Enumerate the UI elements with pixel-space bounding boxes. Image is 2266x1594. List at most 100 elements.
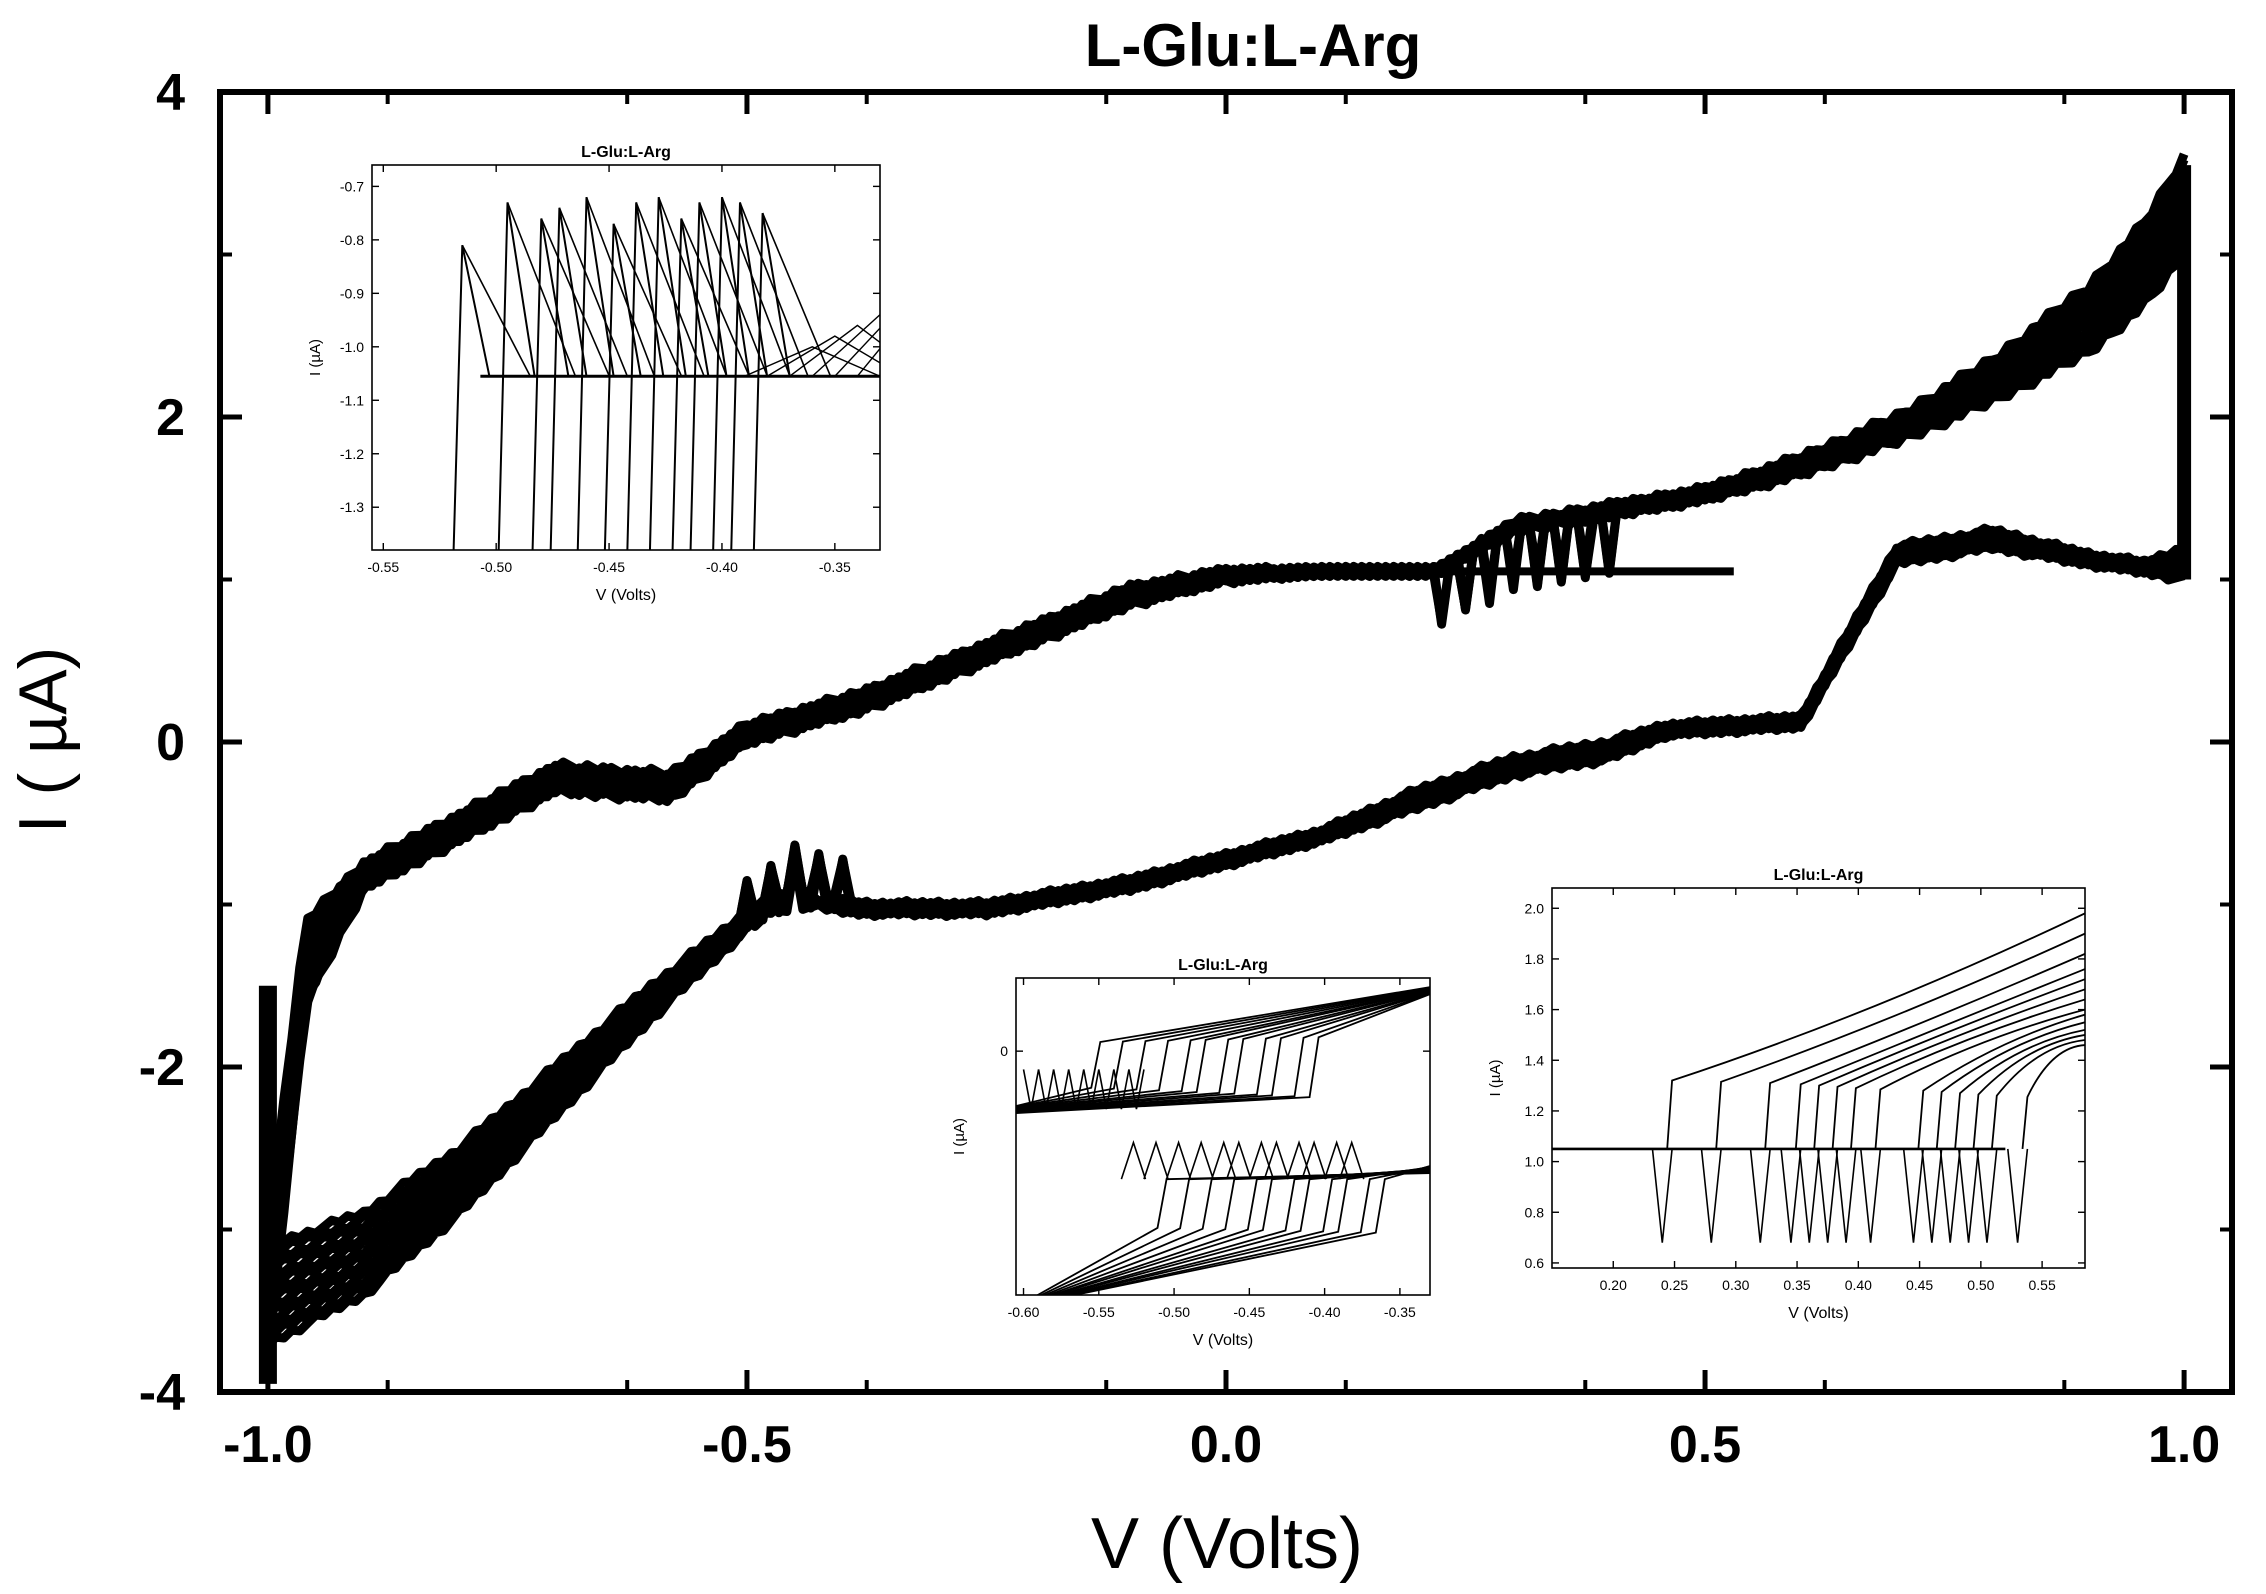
inset-dip bbox=[1749, 1148, 1771, 1243]
inset-bottom-center: L-Glu:L-Arg V (Volts) I (µA) -0.60 -0.55 -0.5… bbox=[951, 957, 1431, 1349]
inset-x-tick-label: 0.40 bbox=[1845, 1277, 1872, 1293]
inset-upper-branch bbox=[1016, 986, 1430, 1108]
inset-dip bbox=[1780, 1148, 1802, 1243]
y-tick-label: -2 bbox=[139, 1039, 185, 1097]
inset-upper-branch bbox=[1016, 988, 1430, 1109]
inset-title: L-Glu:L-Arg bbox=[1178, 957, 1268, 974]
inset-x-tick-label: 0.30 bbox=[1722, 1277, 1749, 1293]
inset-spike bbox=[1143, 1140, 1169, 1180]
inset-x-tick-label: -0.35 bbox=[1384, 1304, 1416, 1320]
chart-title: L-Glu:L-Arg bbox=[1085, 12, 1422, 79]
inset-rising-curve bbox=[1874, 1008, 2085, 1150]
inset-frame bbox=[371, 164, 881, 551]
inset-zigzag bbox=[1052, 1069, 1070, 1110]
inset-rising-curve bbox=[2021, 1044, 2085, 1150]
inset-zigzag bbox=[1098, 1069, 1115, 1110]
inset-spike-tail bbox=[585, 196, 655, 376]
y-tick-label: -4 bbox=[139, 1364, 185, 1422]
inset-spike-tail bbox=[739, 202, 809, 376]
inset-upper-branch bbox=[1016, 993, 1430, 1114]
inset-zigzag bbox=[1037, 1069, 1055, 1110]
inset-dip bbox=[1817, 1148, 1839, 1243]
inset-y-tick-label: 0.8 bbox=[1525, 1204, 1545, 1220]
inset-x-tick-label: -0.60 bbox=[1008, 1304, 1040, 1320]
inset-y-tick-label: -1.0 bbox=[340, 339, 364, 355]
inset-dip bbox=[2007, 1148, 2029, 1243]
iv-curve-reverse bbox=[264, 540, 2186, 1349]
inset-spike-tail bbox=[461, 244, 531, 377]
inset-title: L-Glu:L-Arg bbox=[1774, 867, 1864, 884]
inset-spike-tail bbox=[635, 202, 705, 376]
inset-rising-curve bbox=[1990, 1039, 2085, 1150]
inset-rising-curve bbox=[1850, 998, 2085, 1150]
x-tick-label: 0.5 bbox=[1669, 1416, 1741, 1474]
inset-data bbox=[1016, 986, 1430, 1295]
inset-zigzag bbox=[1082, 1069, 1100, 1110]
inset-x-tick-label: -0.40 bbox=[706, 559, 738, 575]
inset-spike bbox=[1210, 1140, 1237, 1180]
inset-spike bbox=[1301, 1140, 1327, 1180]
inset-dip bbox=[1651, 1148, 1673, 1243]
inset-y-tick-label: -1.2 bbox=[340, 446, 364, 462]
inset-y-tick-label: -0.7 bbox=[340, 178, 364, 194]
x-tick-label: 0.0 bbox=[1190, 1416, 1262, 1474]
inset-dip bbox=[1958, 1148, 1980, 1243]
inset-y-tick-label: -1.1 bbox=[340, 392, 364, 408]
inset-bump bbox=[811, 313, 880, 377]
inset-spike bbox=[1226, 1140, 1252, 1180]
inset-y-tick-label: 0.6 bbox=[1525, 1255, 1545, 1271]
y-tick-label: 2 bbox=[156, 389, 185, 447]
inset-dip bbox=[1700, 1148, 1722, 1243]
inset-y-tick-label: 1.2 bbox=[1525, 1103, 1545, 1119]
inset-x-label: V (Volts) bbox=[596, 587, 656, 604]
inset-data bbox=[1552, 912, 2085, 1243]
inset-dip bbox=[1798, 1148, 1820, 1243]
main-data-series bbox=[258, 152, 2192, 1384]
inset-rising-curve bbox=[1764, 953, 2085, 1149]
inset-lower-branch bbox=[1070, 1165, 1430, 1295]
inset-y-tick-label: -1.3 bbox=[340, 499, 364, 515]
inset-rising-curve bbox=[1794, 968, 2085, 1149]
inset-spike bbox=[1248, 1140, 1275, 1180]
inset-rising-curve bbox=[1715, 932, 2085, 1149]
inset-spike bbox=[1286, 1140, 1312, 1180]
inset-spike-tail bbox=[540, 218, 610, 377]
inset-dip bbox=[1939, 1148, 1961, 1243]
inset-dip bbox=[1859, 1148, 1882, 1243]
inset-x-tick-label: -0.40 bbox=[1309, 1304, 1341, 1320]
inset-data bbox=[452, 196, 880, 550]
inset-rising-curve bbox=[1813, 978, 2085, 1149]
inset-y-tick-label: 2.0 bbox=[1525, 900, 1545, 916]
inset-lower-branch bbox=[1058, 1167, 1430, 1295]
inset-y-label: I (µA) bbox=[1487, 1060, 1504, 1097]
inset-bump bbox=[744, 346, 880, 377]
inset-y-tick-label: -0.8 bbox=[340, 232, 364, 248]
inset-spike bbox=[1165, 1140, 1192, 1180]
inset-spike bbox=[1120, 1140, 1147, 1180]
inset-x-tick-label: -0.55 bbox=[367, 559, 399, 575]
inset-upper-branch bbox=[1016, 991, 1430, 1113]
inset-x-tick-label: -0.45 bbox=[1233, 1304, 1265, 1320]
inset-upper-branch bbox=[1016, 992, 1430, 1113]
inset-spike-tail bbox=[721, 196, 791, 376]
inset-x-tick-label: -0.50 bbox=[1158, 1304, 1190, 1320]
inset-rising-curve bbox=[1831, 988, 2085, 1150]
inset-x-tick-label: -0.35 bbox=[819, 559, 851, 575]
inset-upper-branch bbox=[1016, 990, 1430, 1111]
inset-x-label: V (Volts) bbox=[1193, 1332, 1253, 1349]
inset-y-tick-label: 1.0 bbox=[1525, 1154, 1545, 1170]
inset-zigzag bbox=[1113, 1069, 1130, 1110]
inset-spike bbox=[1338, 1140, 1365, 1180]
inset-x-tick-label: 0.20 bbox=[1600, 1277, 1627, 1293]
inset-upper-branch bbox=[1016, 992, 1430, 1114]
inset-spike-tail bbox=[761, 212, 832, 377]
x-tick-label: -0.5 bbox=[702, 1416, 792, 1474]
inset-top-left: L-Glu:L-Arg V (Volts) I (µA) -0.55 -0.50 -0.4… bbox=[307, 144, 881, 604]
inset-dip bbox=[1902, 1148, 1925, 1243]
inset-dip bbox=[1976, 1148, 1998, 1243]
inset-bump bbox=[789, 324, 880, 377]
inset-dip bbox=[1835, 1148, 1857, 1243]
inset-title: L-Glu:L-Arg bbox=[581, 144, 671, 161]
inset-zigzag bbox=[1022, 1069, 1040, 1110]
